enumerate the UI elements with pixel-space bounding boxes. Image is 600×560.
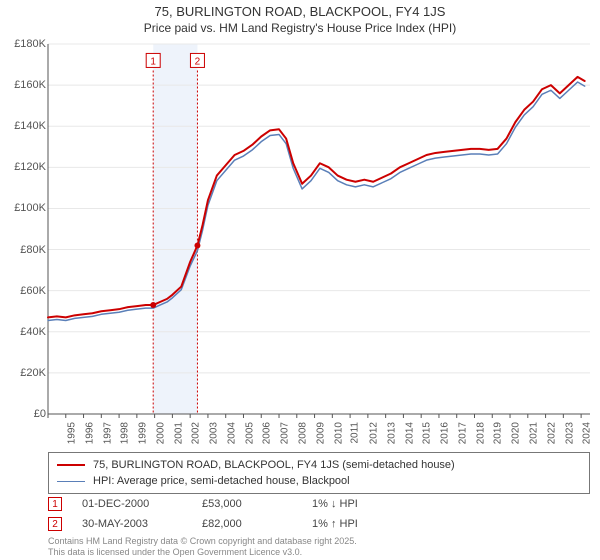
xtick-label: 2022 xyxy=(546,422,557,444)
xtick-label: 2005 xyxy=(244,422,255,444)
xtick-label: 1998 xyxy=(120,422,131,444)
xtick-label: 2002 xyxy=(191,422,202,444)
marker-badge: 2 xyxy=(48,517,62,531)
legend-swatch xyxy=(57,464,85,466)
ytick-label: £60K xyxy=(20,285,46,297)
pct-cell: 1% ↑ HPI xyxy=(312,518,402,530)
xtick-label: 2023 xyxy=(564,422,575,444)
chart-svg: 12 xyxy=(48,44,590,414)
xtick-label: 2004 xyxy=(226,422,237,444)
legend-row: 75, BURLINGTON ROAD, BLACKPOOL, FY4 1JS … xyxy=(57,457,581,473)
xtick-label: 2012 xyxy=(368,422,379,444)
ytick-label: £180K xyxy=(14,38,46,50)
xtick-label: 2018 xyxy=(475,422,486,444)
ytick-label: £100K xyxy=(14,202,46,214)
xtick-label: 2010 xyxy=(333,422,344,444)
legend: 75, BURLINGTON ROAD, BLACKPOOL, FY4 1JS … xyxy=(48,452,590,494)
ytick-label: £160K xyxy=(14,79,46,91)
xtick-label: 2011 xyxy=(350,422,361,444)
legend-row: HPI: Average price, semi-detached house,… xyxy=(57,473,581,489)
xtick-label: 2021 xyxy=(528,422,539,444)
xtick-label: 1997 xyxy=(102,422,113,444)
footnote-line: This data is licensed under the Open Gov… xyxy=(48,547,357,558)
xtick-label: 2019 xyxy=(493,422,504,444)
xtick-label: 1996 xyxy=(84,422,95,444)
legend-swatch xyxy=(57,481,85,482)
footnote: Contains HM Land Registry data © Crown c… xyxy=(48,536,357,558)
xtick-label: 2017 xyxy=(457,422,468,444)
xtick-label: 2024 xyxy=(582,422,593,444)
pct-cell: 1% ↓ HPI xyxy=(312,498,402,510)
chart-container: 75, BURLINGTON ROAD, BLACKPOOL, FY4 1JS … xyxy=(0,0,600,560)
plot-area: 12 xyxy=(48,44,590,414)
ytick-label: £120K xyxy=(14,161,46,173)
table-row: 2 30-MAY-2003 £82,000 1% ↑ HPI xyxy=(48,514,590,534)
xtick-label: 2007 xyxy=(279,422,290,444)
price-cell: £53,000 xyxy=(202,498,292,510)
xtick-label: 1999 xyxy=(137,422,148,444)
legend-label: HPI: Average price, semi-detached house,… xyxy=(93,475,350,487)
legend-label: 75, BURLINGTON ROAD, BLACKPOOL, FY4 1JS … xyxy=(93,459,455,471)
xtick-label: 2013 xyxy=(386,422,397,444)
ytick-label: £20K xyxy=(20,367,46,379)
xtick-label: 2016 xyxy=(439,422,450,444)
xtick-label: 2003 xyxy=(208,422,219,444)
xtick-label: 1995 xyxy=(66,422,77,444)
marker-badge: 1 xyxy=(48,497,62,511)
chart-subtitle: Price paid vs. HM Land Registry's House … xyxy=(0,19,600,41)
ytick-label: £40K xyxy=(20,326,46,338)
footnote-line: Contains HM Land Registry data © Crown c… xyxy=(48,536,357,547)
ytick-label: £140K xyxy=(14,120,46,132)
ytick-label: £80K xyxy=(20,244,46,256)
date-cell: 01-DEC-2000 xyxy=(82,498,182,510)
ytick-label: £0 xyxy=(34,408,46,420)
chart-title: 75, BURLINGTON ROAD, BLACKPOOL, FY4 1JS xyxy=(0,0,600,19)
table-row: 1 01-DEC-2000 £53,000 1% ↓ HPI xyxy=(48,494,590,514)
xtick-label: 2006 xyxy=(262,422,273,444)
data-points-table: 1 01-DEC-2000 £53,000 1% ↓ HPI 2 30-MAY-… xyxy=(48,494,590,534)
date-cell: 30-MAY-2003 xyxy=(82,518,182,530)
svg-text:1: 1 xyxy=(150,56,156,67)
svg-text:2: 2 xyxy=(195,56,201,67)
xtick-label: 2001 xyxy=(173,422,184,444)
price-cell: £82,000 xyxy=(202,518,292,530)
xtick-label: 2008 xyxy=(297,422,308,444)
xtick-label: 2000 xyxy=(155,422,166,444)
xtick-label: 2020 xyxy=(511,422,522,444)
xtick-label: 2015 xyxy=(422,422,433,444)
xtick-label: 2009 xyxy=(315,422,326,444)
xtick-label: 2014 xyxy=(404,422,415,444)
